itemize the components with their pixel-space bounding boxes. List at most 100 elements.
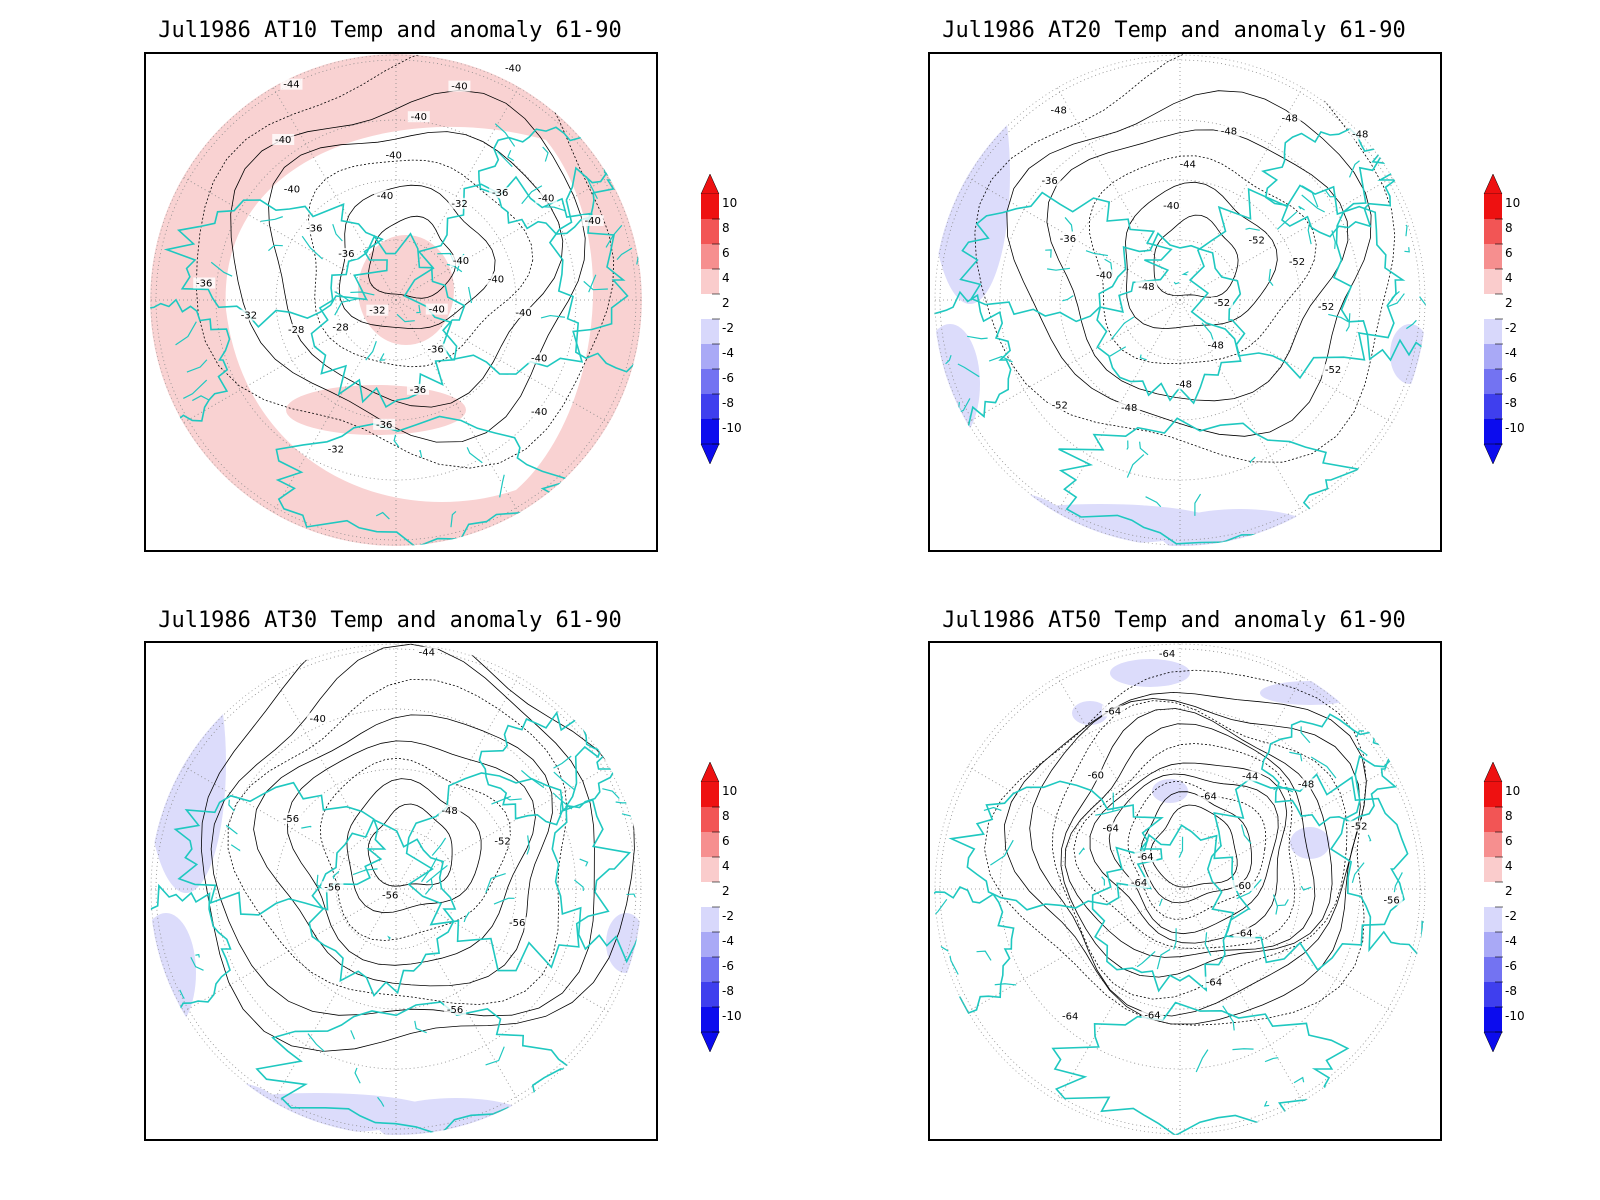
colorbar-segment — [1484, 394, 1502, 419]
colorbar-segment — [701, 782, 719, 807]
contour-label-bg — [1160, 199, 1183, 211]
isotherm-contour — [1051, 700, 1348, 1000]
isotherm-contour — [200, 643, 635, 1052]
colorbar-label: 8 — [722, 221, 730, 235]
contour-label: -60 — [1088, 771, 1104, 782]
country-border — [1393, 872, 1403, 893]
contour-label-bg — [1056, 232, 1079, 244]
contour-label: -36 — [427, 345, 443, 356]
colorbar-label: -4 — [1505, 346, 1517, 360]
contour-label-bg — [1217, 125, 1240, 137]
colorbar-segment — [1484, 832, 1502, 857]
isotherm-contour — [346, 778, 482, 914]
colorbar-segment — [1484, 957, 1502, 982]
contour-label-bg — [1038, 174, 1061, 186]
contour-label: -52 — [1351, 822, 1367, 833]
country-border — [1109, 346, 1127, 357]
country-border — [521, 185, 543, 205]
meridian-line — [1179, 86, 1304, 301]
country-border — [230, 844, 241, 852]
colorbar-label: 2 — [722, 884, 730, 898]
isotherm-contour — [227, 678, 568, 1005]
isotherm-contour — [1029, 698, 1361, 1017]
country-border — [195, 953, 200, 958]
contour-label-bg — [424, 343, 447, 355]
contour-label: -56 — [1383, 895, 1399, 906]
colorbar-at30: 10 8 6 4 2 -2 -4 -6 -8 -10 — [700, 761, 770, 1053]
country-border — [1300, 885, 1312, 891]
country-border — [605, 224, 623, 248]
contour-label-bg — [406, 383, 429, 395]
colorbar-label: -2 — [1505, 909, 1517, 923]
isotherm-contour — [1064, 723, 1316, 958]
colorbar-label: -10 — [722, 421, 742, 435]
country-border — [1277, 899, 1289, 907]
country-border — [192, 395, 209, 402]
colorbar-segment — [1484, 932, 1502, 957]
anomaly-shading — [1152, 779, 1188, 803]
country-border — [1293, 1076, 1305, 1084]
country-border — [228, 799, 235, 812]
polar-map: -64 -64 -60 -64 -64 -64 -44 -48 -52 -56 -60 -64 -64 -… — [934, 643, 1426, 1135]
contour-label-bg — [448, 80, 471, 92]
colorbar-segment — [701, 294, 719, 319]
country-border — [1405, 224, 1408, 237]
isotherm-contour — [1127, 780, 1267, 920]
colorbar-label: -6 — [1505, 371, 1517, 385]
meridian-line — [395, 765, 610, 890]
country-border — [1348, 160, 1360, 178]
coastline — [959, 191, 1173, 323]
country-border — [431, 837, 447, 856]
contour-label-bg — [1047, 104, 1070, 116]
meridian-line — [272, 675, 397, 890]
contour-label-bg — [1204, 339, 1227, 351]
meridian-line — [182, 299, 397, 424]
coastline — [1188, 184, 1406, 380]
country-border — [1367, 834, 1372, 842]
country-border — [419, 449, 423, 458]
colorbar-top-arrow — [1483, 173, 1503, 195]
country-border — [504, 796, 522, 801]
contour-label: -36 — [196, 278, 212, 289]
contour-label: -48 — [441, 806, 457, 817]
country-border — [1158, 898, 1163, 907]
country-border — [379, 353, 386, 361]
country-border — [375, 511, 390, 520]
colorbar-label: 10 — [1505, 196, 1521, 210]
colorbar-segment — [701, 807, 719, 832]
country-border — [354, 1067, 361, 1084]
colorbar-segment — [701, 344, 719, 369]
contour-label-bg — [1322, 364, 1345, 376]
contour-label: -36 — [410, 385, 426, 396]
hemisphere-edge — [934, 54, 1426, 546]
coastline — [948, 780, 1164, 911]
anomaly-shading — [556, 657, 636, 689]
isotherm-contour — [974, 54, 1396, 463]
country-border — [416, 304, 421, 314]
country-border — [540, 314, 566, 319]
contour-label: -32 — [241, 311, 257, 322]
contour-label: -64 — [1105, 706, 1121, 717]
meridian-line — [182, 888, 397, 1013]
coastline — [275, 415, 573, 546]
contour-label-bg — [1233, 927, 1256, 939]
coastline — [1091, 824, 1251, 993]
country-border — [1064, 217, 1073, 232]
colorbar-segment — [1484, 269, 1502, 294]
country-border — [1307, 223, 1312, 245]
meridian-line — [1179, 888, 1304, 1103]
map-at10: -40 -40 -40 -40 -40 -40 -36 -36 -36 -32 -32 -28 -28 -… — [144, 52, 658, 552]
meridian-line — [395, 888, 520, 1103]
country-border — [553, 755, 572, 769]
colorbar-segment — [701, 244, 719, 269]
country-border — [1047, 267, 1071, 271]
colorbar-segment — [701, 882, 719, 907]
coastline — [150, 298, 231, 424]
coastline — [934, 885, 1015, 1015]
colorbar-label: -10 — [722, 1009, 742, 1023]
country-border — [1345, 313, 1351, 332]
meridian-line — [272, 888, 397, 1103]
country-border — [945, 355, 952, 365]
contour-label-bg — [335, 247, 358, 259]
contour-label-bg — [450, 255, 472, 266]
